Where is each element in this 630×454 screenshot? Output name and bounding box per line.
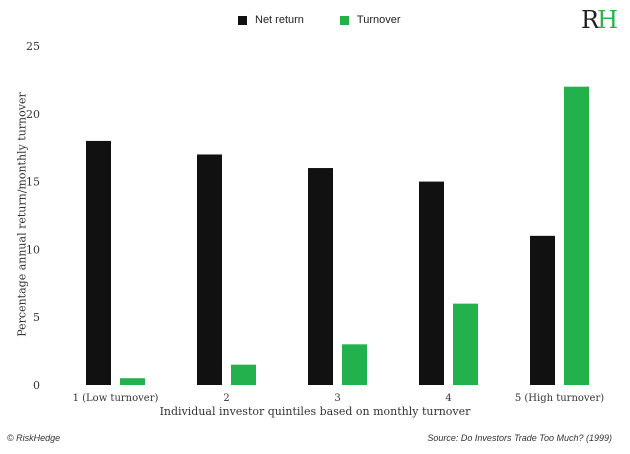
x-tick-label: 1 (Low turnover): [73, 393, 159, 404]
legend-item-net-return: Net return: [238, 14, 304, 26]
bar-net-return: [308, 168, 333, 385]
y-tick-label: 0: [33, 379, 40, 392]
legend-item-turnover: Turnover: [339, 14, 401, 26]
legend-swatch-turnover: [339, 15, 349, 25]
x-tick-label: 4: [445, 393, 451, 404]
riskhedge-logo: RH: [581, 6, 618, 34]
bar-turnover: [231, 364, 256, 385]
y-axis-label: Percentage annual return/monthly turnove…: [15, 92, 29, 337]
y-tick-label: 5: [33, 311, 40, 324]
bar-turnover: [342, 344, 367, 385]
legend-swatch-net-return: [238, 15, 247, 25]
bar-net-return: [419, 181, 444, 385]
bar-turnover: [564, 86, 589, 386]
y-tick-label: 25: [26, 40, 40, 53]
legend-label-net-return: Net return: [255, 14, 304, 26]
x-tick-label: 2: [223, 393, 229, 404]
y-tick-label: 15: [26, 176, 40, 189]
bar-turnover: [453, 303, 478, 385]
bar-net-return: [197, 154, 222, 385]
y-tick-label: 10: [26, 243, 40, 256]
source-text: Source: Do Investors Trade Too Much? (19…: [427, 433, 612, 443]
y-tick-label: 20: [26, 108, 40, 121]
bar-turnover: [120, 378, 145, 385]
copyright-text: © RiskHedge: [7, 433, 61, 443]
legend-label-turnover: Turnover: [356, 14, 401, 26]
x-axis-label: Individual investor quintiles based on m…: [159, 405, 471, 418]
x-tick-label: 3: [334, 393, 340, 404]
x-tick-label: 5 (High turnover): [515, 393, 604, 404]
bar-net-return: [530, 235, 555, 385]
legend: Net return Turnover: [238, 14, 437, 26]
bar-net-return: [86, 140, 111, 385]
